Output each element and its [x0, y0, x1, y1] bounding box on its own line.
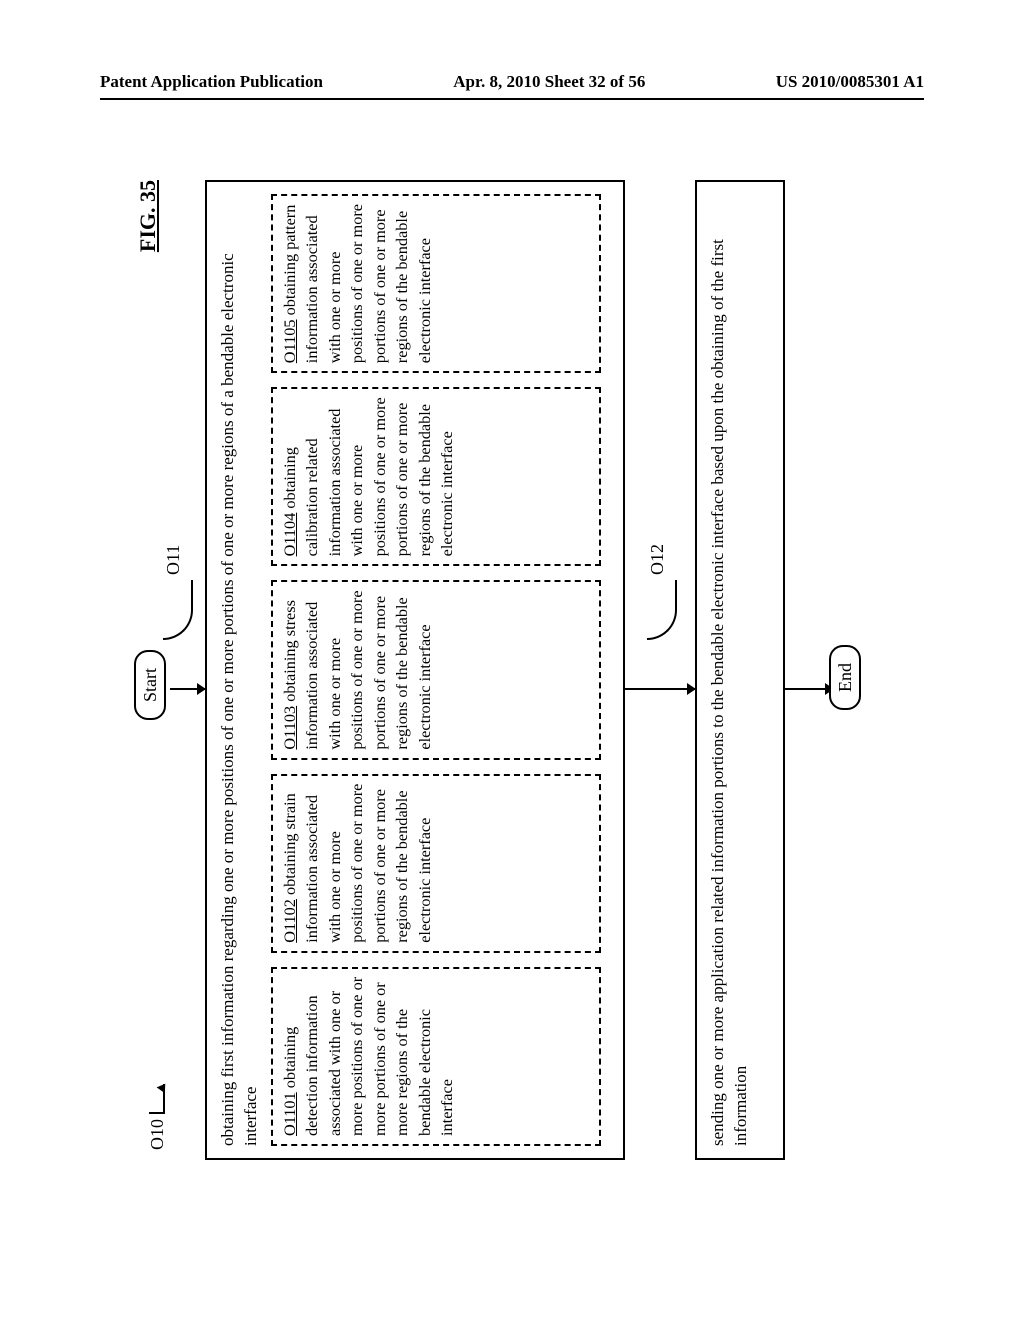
- step-box-send: sending one or more application related …: [695, 180, 785, 1160]
- substep-o1104: O1104 obtaining calibration related info…: [271, 387, 601, 566]
- substep-o1101: O1101 obtaining detection information as…: [271, 967, 601, 1146]
- connector-box2-to-end: [785, 688, 833, 690]
- page-header: Patent Application Publication Apr. 8, 2…: [100, 72, 924, 100]
- page-root: Patent Application Publication Apr. 8, 2…: [0, 0, 1024, 1320]
- substep-text: obtaining stress information associated …: [280, 590, 434, 749]
- substep-text: obtaining detection information associat…: [280, 977, 456, 1136]
- header-right: US 2010/0085301 A1: [776, 72, 924, 92]
- ref-o10: O10: [147, 1085, 168, 1151]
- connector-start-to-box1: [170, 688, 205, 690]
- figure-landscape: FIG. 35 O10 Start O11 obtaining first in…: [135, 180, 895, 1160]
- substep-o1105: O1105 obtaining pattern information asso…: [271, 194, 601, 373]
- substep-text: obtaining calibration related informatio…: [280, 397, 456, 556]
- ref-o12-curve-icon: [647, 580, 677, 640]
- end-node: End: [835, 645, 856, 710]
- figure-label: FIG. 35: [135, 180, 161, 252]
- end-box: End: [829, 645, 861, 710]
- ref-o10-text: O10: [147, 1119, 167, 1150]
- substep-o1102: O1102 obtaining strain information assoc…: [271, 774, 601, 953]
- ref-o11-label: O11: [163, 545, 184, 575]
- ref-o10-arrow-icon: [149, 1085, 165, 1115]
- substep-code: O1105: [280, 319, 299, 363]
- substep-o1103: O1103 obtaining stress information assoc…: [271, 580, 601, 759]
- header-row: Patent Application Publication Apr. 8, 2…: [100, 72, 924, 92]
- figure-rotated-container: FIG. 35 O10 Start O11 obtaining first in…: [25, 290, 1005, 1050]
- substep-text: obtaining strain information associated …: [280, 784, 434, 943]
- step-box-obtain: obtaining first information regarding on…: [205, 180, 625, 1160]
- ref-o12-label: O12: [647, 544, 668, 575]
- substep-code: O1101: [280, 1092, 299, 1136]
- substeps-row: O1101 obtaining detection information as…: [271, 194, 601, 1146]
- step-box-obtain-text: obtaining first information regarding on…: [217, 194, 263, 1146]
- header-center: Apr. 8, 2010 Sheet 32 of 56: [453, 72, 645, 92]
- ref-o11-curve-icon: [163, 580, 193, 640]
- start-box: Start: [134, 650, 166, 720]
- substep-code: O1103: [280, 706, 299, 750]
- header-left: Patent Application Publication: [100, 72, 323, 92]
- connector-box1-to-box2: [625, 688, 695, 690]
- substep-text: obtaining pattern information associated…: [280, 204, 434, 363]
- start-node: Start: [140, 650, 161, 720]
- step-box-send-text: sending one or more application related …: [708, 239, 750, 1146]
- substep-code: O1102: [280, 899, 299, 943]
- substep-code: O1104: [280, 513, 299, 557]
